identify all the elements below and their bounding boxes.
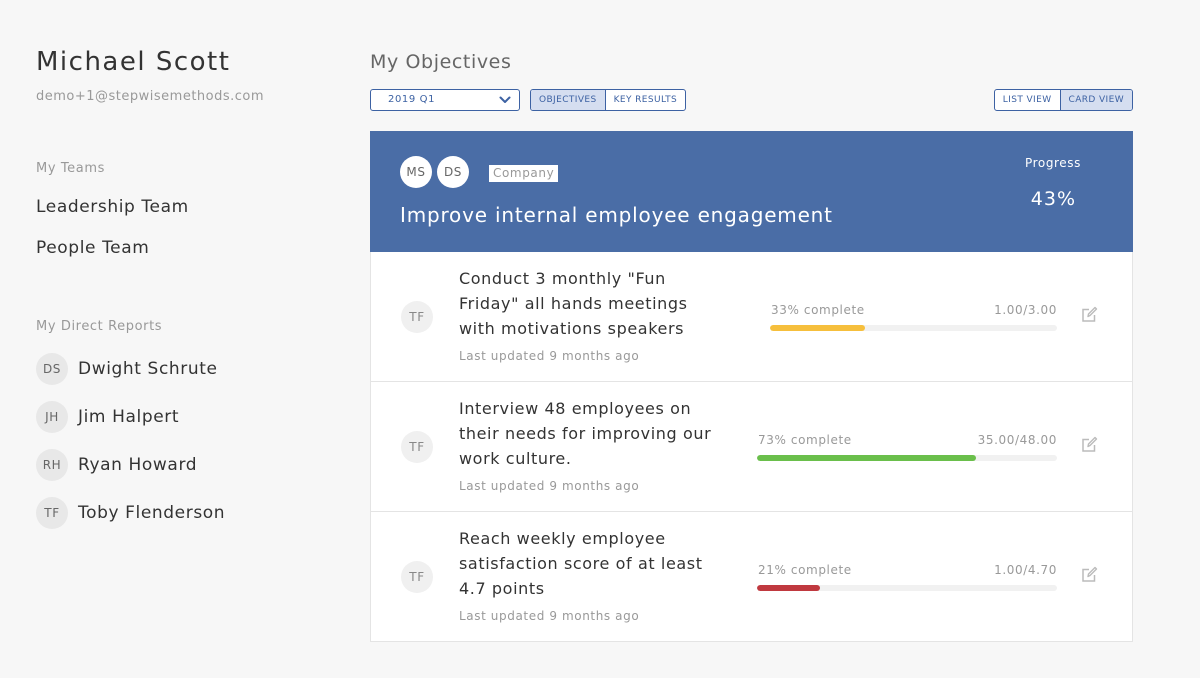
last-updated: Last updated 9 months ago bbox=[459, 349, 640, 363]
owner-avatar: MS bbox=[400, 156, 432, 188]
objective-tag: Company bbox=[489, 165, 559, 182]
key-result-title: Reach weekly employee satisfaction score… bbox=[459, 529, 703, 598]
report-name: Dwight Schrute bbox=[78, 359, 218, 379]
edit-icon[interactable] bbox=[1080, 306, 1098, 324]
key-result-title: Interview 48 employees on their needs fo… bbox=[459, 399, 712, 468]
key-results-toggle-button[interactable]: KEY RESULTS bbox=[604, 90, 686, 110]
objectives-toggle-button[interactable]: OBJECTIVES bbox=[531, 90, 605, 110]
progress-bar-fill bbox=[770, 325, 865, 331]
progress-value: 43% bbox=[1030, 188, 1076, 210]
list-view-button[interactable]: LIST VIEW bbox=[1002, 95, 1052, 105]
last-updated: Last updated 9 months ago bbox=[459, 609, 640, 623]
view-toggle: LIST VIEW CARD VIEW bbox=[993, 89, 1133, 111]
objective-title: Improve internal employee engagement bbox=[400, 203, 833, 227]
key-result-row[interactable]: TF Reach weekly employee satisfaction sc… bbox=[371, 511, 1132, 641]
key-result-row[interactable]: TF Conduct 3 monthly "Fun Friday" all ha… bbox=[371, 252, 1132, 381]
last-updated: Last updated 9 months ago bbox=[459, 479, 640, 493]
period-select[interactable]: 2019 Q1 bbox=[370, 89, 520, 111]
report-name: Jim Halpert bbox=[78, 407, 180, 427]
card-view-button[interactable]: CARD VIEW bbox=[1059, 90, 1132, 110]
avatar: DS bbox=[36, 353, 68, 385]
avatar: TF bbox=[401, 301, 433, 333]
avatar: TF bbox=[401, 561, 433, 593]
owner-avatar: DS bbox=[437, 156, 469, 188]
avatar: JH bbox=[36, 401, 68, 433]
sidebar-item-people-team[interactable]: People Team bbox=[36, 238, 150, 258]
objective-header[interactable]: MS DS Company Improve internal employee … bbox=[370, 131, 1133, 252]
avatar: RH bbox=[36, 449, 68, 481]
edit-icon[interactable] bbox=[1080, 436, 1098, 454]
mode-toggle: OBJECTIVES KEY RESULTS bbox=[530, 89, 687, 111]
report-name: Toby Flenderson bbox=[78, 503, 226, 523]
chevron-down-icon bbox=[499, 96, 511, 103]
edit-icon[interactable] bbox=[1080, 566, 1098, 584]
direct-reports-heading: My Direct Reports bbox=[36, 319, 163, 334]
progress-bar-fill bbox=[757, 585, 820, 591]
percent-complete: 73% complete bbox=[758, 433, 852, 447]
avatar: TF bbox=[401, 431, 433, 463]
sidebar-item-ryan-howard[interactable]: RH Ryan Howard bbox=[36, 449, 197, 481]
sidebar-item-toby-flenderson[interactable]: TF Toby Flenderson bbox=[36, 497, 225, 529]
percent-complete: 21% complete bbox=[758, 563, 852, 577]
key-result-row[interactable]: TF Interview 48 employees on their needs… bbox=[371, 381, 1132, 511]
progress-bar bbox=[757, 455, 1057, 461]
page-title: My Objectives bbox=[370, 51, 512, 73]
percent-complete: 33% complete bbox=[771, 303, 865, 317]
period-select-value: 2019 Q1 bbox=[388, 94, 436, 105]
progress-bar bbox=[757, 585, 1057, 591]
progress-ratio: 1.00/4.70 bbox=[994, 563, 1057, 577]
progress-ratio: 1.00/3.00 bbox=[994, 303, 1057, 317]
my-teams-heading: My Teams bbox=[36, 161, 105, 176]
key-result-title: Conduct 3 monthly "Fun Friday" all hands… bbox=[459, 269, 688, 338]
progress-bar-fill bbox=[757, 455, 976, 461]
report-name: Ryan Howard bbox=[78, 455, 198, 475]
key-results-list: TF Conduct 3 monthly "Fun Friday" all ha… bbox=[370, 252, 1133, 642]
progress-ratio: 35.00/48.00 bbox=[977, 433, 1057, 447]
user-email: demo+1@stepwisemethods.com bbox=[36, 89, 265, 104]
progress-label: Progress bbox=[1024, 156, 1081, 170]
user-name: Michael Scott bbox=[36, 47, 231, 77]
progress-bar bbox=[770, 325, 1057, 331]
avatar: TF bbox=[36, 497, 68, 529]
sidebar-item-dwight-schrute[interactable]: DS Dwight Schrute bbox=[36, 353, 218, 385]
sidebar-item-jim-halpert[interactable]: JH Jim Halpert bbox=[36, 401, 179, 433]
sidebar-item-leadership-team[interactable]: Leadership Team bbox=[36, 197, 189, 217]
